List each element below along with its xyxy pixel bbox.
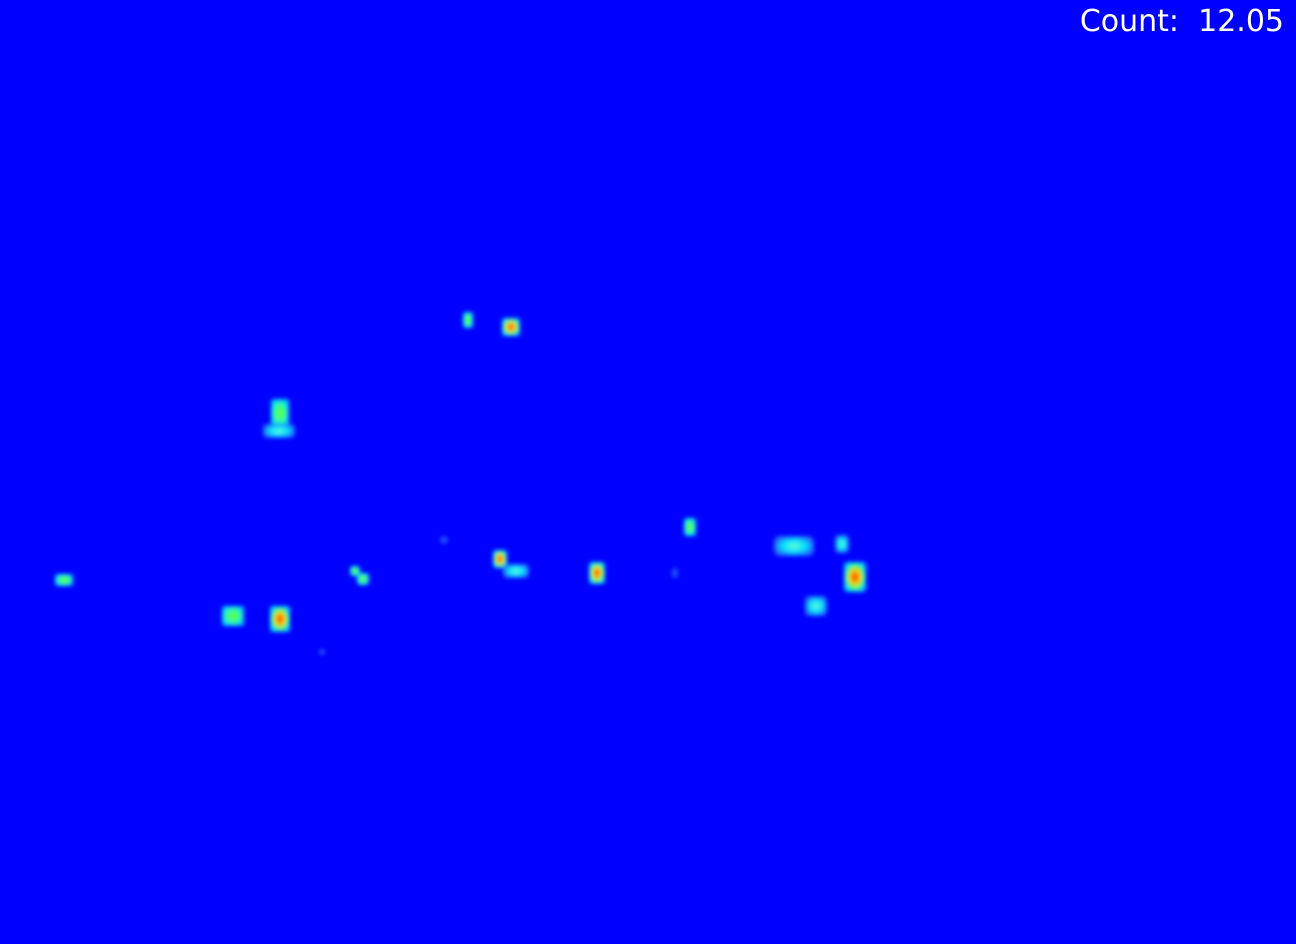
density-blob xyxy=(671,566,679,580)
density-blob xyxy=(805,596,827,616)
density-blob xyxy=(463,312,473,328)
density-blob xyxy=(222,606,244,626)
density-blob xyxy=(589,562,605,584)
density-blob xyxy=(350,566,360,576)
density-blob xyxy=(55,574,73,586)
density-blob xyxy=(493,550,507,568)
density-blob xyxy=(503,564,529,578)
density-blob xyxy=(774,536,814,556)
count-label: Count: 12.05 xyxy=(1079,4,1284,39)
density-blob xyxy=(684,518,696,536)
density-blob xyxy=(270,606,290,632)
density-blob xyxy=(439,535,449,545)
density-blob xyxy=(835,535,849,553)
density-blob xyxy=(844,562,866,592)
density-blob xyxy=(263,424,295,438)
density-blob xyxy=(318,648,326,656)
density-blob xyxy=(502,318,520,336)
density-blob xyxy=(357,573,369,585)
density-blob xyxy=(271,399,289,427)
